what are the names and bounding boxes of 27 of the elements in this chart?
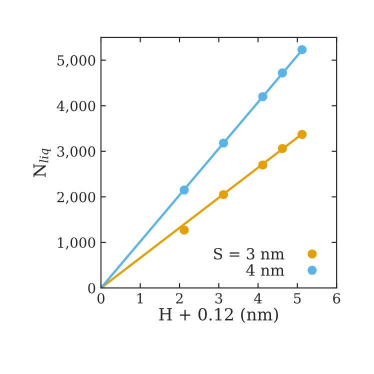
x-tick-label: 5 (294, 293, 301, 304)
y-tick-label: 3,000 (57, 146, 96, 158)
x-tick-label: 4 (254, 293, 262, 304)
point (298, 130, 307, 139)
x-tick-label: 0 (97, 293, 104, 304)
x-tick-label: 1 (138, 293, 143, 304)
point (180, 226, 189, 235)
x-tick-label: 3 (215, 293, 222, 304)
point (218, 138, 228, 148)
y-tick-label: 4,000 (56, 100, 96, 113)
point (278, 68, 287, 78)
x-axis-title: H + 0.12 (nm) (159, 308, 278, 323)
y-tick-label: 1,000 (58, 237, 96, 250)
point (258, 92, 268, 102)
point (218, 190, 228, 200)
y-tick-label: 5,000 (58, 55, 96, 68)
y-tick-label: 2,000 (57, 192, 96, 204)
y-axis-title: N$_{liq}$ (33, 148, 51, 177)
point (258, 160, 268, 170)
point (278, 144, 287, 154)
x-tick-label: 6 (333, 293, 340, 304)
legend-label: 4 nm (246, 264, 284, 276)
y-tick-label: 0 (88, 282, 96, 294)
legend-label: S = 3 nm (214, 248, 284, 260)
point (298, 45, 307, 54)
x-tick-label: 2 (176, 293, 183, 304)
point (180, 186, 189, 195)
